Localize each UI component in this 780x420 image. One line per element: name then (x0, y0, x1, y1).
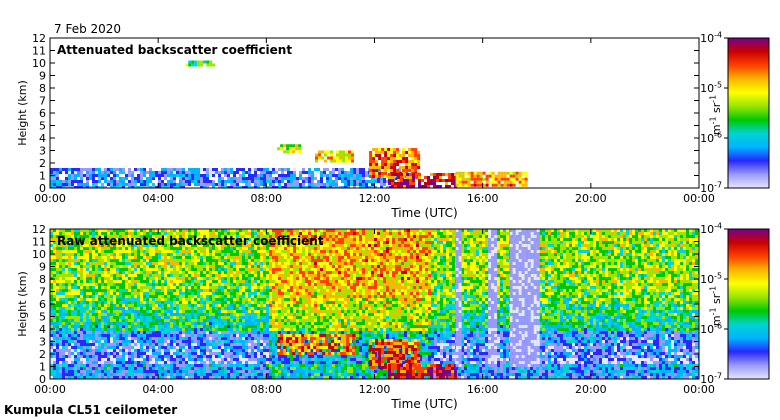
feature-near-surface-aerosol-layer (50, 168, 404, 188)
y-tick-label: 6 (39, 107, 46, 120)
x-tick-label: 16:00 (467, 383, 499, 396)
colorbar-unit-label: m-1​ sr-1​ (709, 286, 723, 326)
x-tick-label: 20:00 (575, 383, 607, 396)
footer-label: Kumpula CL51 ceilometer (4, 403, 177, 417)
y-axis-label: Height (km) (16, 80, 29, 146)
x-tick-label: 00:00 (683, 383, 715, 396)
feature-background-noise-field (50, 229, 699, 379)
feature-cloud-mass (369, 339, 421, 369)
x-tick-label: 00:00 (683, 192, 715, 205)
y-tick-label: 10 (32, 248, 46, 261)
x-tick-label: 12:00 (359, 383, 391, 396)
feature-low-cloud (455, 171, 528, 187)
y-tick-label: 7 (39, 95, 46, 108)
feature-descending-cloud-base (388, 364, 458, 379)
y-tick-label: 2 (39, 157, 46, 170)
x-tick-label: 08:00 (250, 192, 282, 205)
y-tick-label: 1 (39, 170, 46, 183)
y-tick-label: 12 (32, 32, 46, 45)
x-tick-label: 16:00 (467, 192, 499, 205)
colorbar-tick-label: 10-4​ (700, 222, 722, 236)
y-tick-label: 3 (39, 336, 46, 349)
colorbar-gradient (727, 37, 770, 189)
colorbar-tick-label: 10-6​ (700, 131, 722, 145)
feature-attenuated-column-1 (455, 229, 462, 367)
x-tick-label: 20:00 (575, 192, 607, 205)
y-tick-label: 8 (39, 273, 46, 286)
colorbar-unit-label: m-1​ sr-1​ (709, 95, 723, 135)
colorbar: 10-4​ 10-5​ 10-6​ 10-7​ m-1​ sr-1​ (700, 31, 770, 195)
x-tick-label: 04:00 (142, 383, 174, 396)
x-tick-label: 12:00 (359, 192, 391, 205)
feature-sloping-cloud-layer (277, 334, 356, 355)
colorbar-tick-label: 10-6​ (700, 322, 722, 336)
y-tick-label: 0 (39, 182, 46, 195)
feature-descending-cloud-base (388, 173, 458, 188)
feature-elevated-aerosol-patch (185, 60, 216, 67)
colorbar-gradient (727, 228, 770, 380)
y-tick-label: 1 (39, 361, 46, 374)
x-tick-label: 08:00 (250, 383, 282, 396)
y-tick-label: 10 (32, 57, 46, 70)
x-axis: 00:00 04:00 08:00 12:00 16:00 20:00 00:00 (34, 38, 715, 205)
colorbar-tick-label: 10-4​ (700, 31, 722, 45)
colorbar: 10-4​ 10-5​ 10-6​ 10-7​ m-1​ sr-1​ (700, 222, 770, 386)
y-tick-label: 2 (39, 348, 46, 361)
y-tick-label: 9 (39, 70, 46, 83)
feature-cloud-band-2 (315, 150, 355, 163)
colorbar-tick-label: 10-7​ (700, 181, 722, 195)
colorbar-tick-label: 10-5​ (700, 272, 722, 286)
x-axis-label: Time (UTC) (390, 206, 457, 220)
x-tick-label: 00:00 (34, 383, 66, 396)
x-axis-label: Time (UTC) (390, 397, 457, 411)
panel-title: Raw attenuated backscatter coefficient (57, 234, 324, 248)
x-tick-label: 00:00 (34, 192, 66, 205)
y-tick-label: 11 (32, 45, 46, 58)
y-tick-label: 6 (39, 298, 46, 311)
heatmap-cells (50, 60, 528, 188)
y-tick-label: 7 (39, 286, 46, 299)
y-tick-label: 5 (39, 311, 46, 324)
y-tick-label: 5 (39, 120, 46, 133)
y-tick-label: 11 (32, 236, 46, 249)
y-tick-label: 4 (39, 323, 46, 336)
feature-cloud-band-1 (277, 144, 302, 154)
colorbar-tick-label: 10-5​ (700, 81, 722, 95)
y-axis-label: Height (km) (16, 271, 29, 337)
date-label: 7 Feb 2020 (54, 22, 121, 36)
y-tick-label: 12 (32, 223, 46, 236)
y-tick-label: 4 (39, 132, 46, 145)
y-tick-label: 9 (39, 261, 46, 274)
x-axis: 00:00 04:00 08:00 12:00 16:00 20:00 00:00 (34, 229, 715, 396)
feature-attenuated-column-2 (488, 229, 498, 367)
x-tick-label: 04:00 (142, 192, 174, 205)
y-tick-label: 3 (39, 145, 46, 158)
colorbar-tick-label: 10-7​ (700, 372, 722, 386)
panel-title: Attenuated backscatter coefficient (57, 43, 292, 57)
feature-attenuated-column-3 (509, 229, 540, 367)
y-tick-label: 0 (39, 373, 46, 386)
y-tick-label: 8 (39, 82, 46, 95)
heatmap-cells (50, 229, 699, 379)
